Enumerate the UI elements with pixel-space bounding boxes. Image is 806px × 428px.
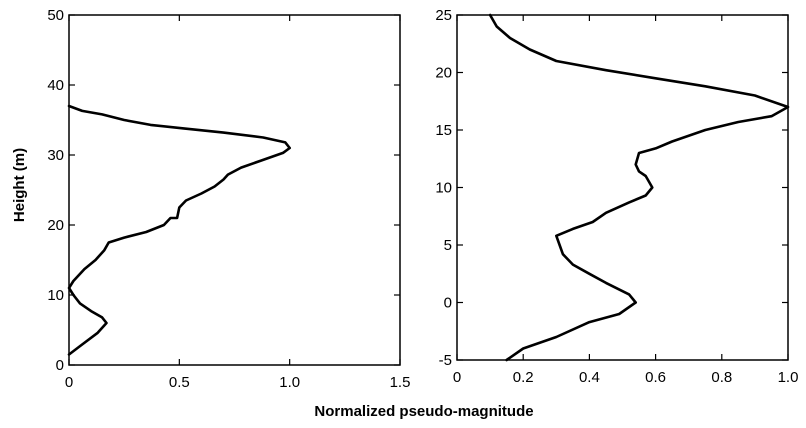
right-x-tick-label: 0.8	[711, 369, 732, 386]
shared-x-axis-title: Normalized pseudo-magnitude	[314, 403, 533, 420]
right-y-tick-label: 5	[444, 237, 452, 254]
left-x-tick-label: 0	[65, 374, 73, 391]
left-series-line	[67, 104, 292, 356]
left-y-tick-label: 0	[56, 357, 64, 374]
left-x-tick-label: 0.5	[169, 374, 190, 391]
right-y-tick-label: 10	[435, 180, 452, 197]
right-series-line	[488, 13, 790, 362]
left-y-tick-label: 50	[47, 7, 64, 24]
left-y-tick-label: 20	[47, 217, 64, 234]
right-plot-frame	[456, 14, 789, 361]
left-y-tick-label: 10	[47, 287, 64, 304]
left-x-tick-label: 1.5	[390, 374, 411, 391]
left-x-tick-label: 1.0	[279, 374, 300, 391]
right-x-tick-label: 1.0	[778, 369, 799, 386]
right-y-tick-label: 25	[435, 7, 452, 24]
right-x-tick-label: 0.6	[645, 369, 666, 386]
left-y-tick-label: 40	[47, 77, 64, 94]
y-axis-title: Height (m)	[11, 148, 28, 222]
left-y-tick-label: 30	[47, 147, 64, 164]
right-y-tick-label: 20	[435, 65, 452, 82]
left-panel: 0 0.5 1.0 1.5 0 10 20 30 40 50	[47, 7, 410, 391]
right-x-tick-label: 0.4	[579, 369, 600, 386]
right-y-tick-label: 15	[435, 122, 452, 139]
right-y-tick-label: -5	[439, 352, 452, 369]
left-plot-frame	[68, 14, 401, 366]
right-x-tick-label: 0	[453, 369, 461, 386]
right-x-tick-label: 0.2	[513, 369, 534, 386]
right-y-tick-label: 0	[444, 295, 452, 312]
